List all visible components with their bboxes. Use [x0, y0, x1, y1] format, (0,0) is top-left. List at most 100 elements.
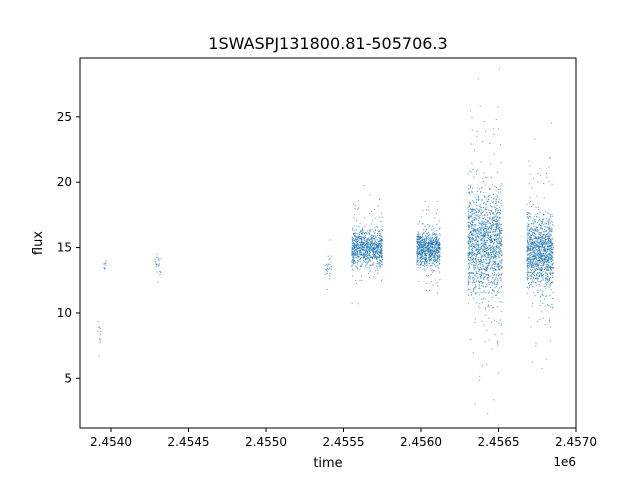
data-point — [488, 195, 490, 197]
data-point — [532, 265, 534, 267]
data-point — [351, 237, 353, 239]
data-point — [497, 245, 499, 247]
data-point — [535, 233, 537, 235]
data-point — [527, 268, 529, 270]
data-point — [357, 241, 359, 243]
data-point — [354, 254, 356, 256]
data-point — [324, 273, 326, 275]
data-point — [367, 239, 369, 241]
data-point — [379, 230, 381, 232]
data-point — [498, 251, 500, 253]
data-point — [468, 260, 470, 262]
data-point — [433, 241, 435, 243]
data-point — [479, 247, 481, 249]
data-point — [417, 252, 419, 254]
data-point — [527, 248, 529, 250]
data-point — [354, 239, 356, 241]
data-point — [526, 229, 528, 231]
data-point — [487, 200, 489, 202]
data-point — [529, 275, 531, 277]
data-point — [487, 267, 489, 269]
data-point — [380, 232, 382, 234]
data-point — [529, 245, 531, 247]
data-point — [422, 257, 424, 259]
data-point — [363, 247, 365, 249]
data-point — [491, 281, 493, 283]
data-point — [473, 176, 475, 178]
data-point — [479, 253, 481, 255]
data-point — [368, 255, 370, 257]
data-point — [492, 224, 494, 226]
data-point — [527, 242, 529, 244]
data-point — [542, 255, 544, 257]
data-point — [530, 272, 532, 274]
data-point — [475, 281, 477, 283]
data-point — [470, 225, 472, 227]
data-point — [538, 234, 540, 236]
data-point — [435, 236, 437, 238]
data-point — [541, 275, 543, 277]
data-point — [365, 232, 367, 234]
data-point — [363, 249, 365, 251]
data-point — [434, 260, 436, 262]
data-point — [421, 261, 423, 263]
data-point — [481, 302, 483, 304]
data-point — [365, 249, 367, 251]
data-point — [477, 209, 479, 211]
data-point — [535, 207, 537, 208]
data-point — [469, 244, 471, 246]
data-point — [419, 249, 421, 251]
data-point — [380, 263, 382, 265]
data-point — [543, 262, 545, 264]
data-point — [541, 368, 543, 370]
data-point — [477, 232, 479, 234]
data-point — [374, 254, 376, 256]
data-point — [352, 244, 354, 246]
data-point — [366, 239, 368, 241]
data-point — [433, 251, 435, 253]
data-point — [529, 271, 531, 273]
data-point — [438, 260, 440, 262]
data-point — [529, 213, 531, 215]
data-point — [430, 250, 432, 252]
data-point — [489, 188, 491, 190]
data-point — [484, 225, 486, 227]
data-point — [439, 244, 441, 246]
data-point — [369, 238, 371, 240]
data-point — [500, 144, 502, 146]
data-point — [486, 198, 487, 200]
data-point — [433, 261, 435, 263]
data-point — [359, 250, 361, 252]
data-point — [436, 239, 438, 241]
data-point — [472, 290, 474, 292]
data-point — [548, 219, 550, 221]
data-point — [541, 255, 543, 257]
data-point — [482, 256, 484, 258]
data-point — [531, 305, 533, 307]
data-point — [542, 253, 544, 255]
data-point — [375, 226, 377, 228]
data-point — [547, 233, 549, 235]
data-point — [104, 262, 106, 264]
data-point — [418, 248, 420, 250]
data-point — [475, 217, 477, 219]
data-point — [544, 285, 546, 287]
data-point — [428, 232, 430, 234]
data-point — [549, 283, 551, 285]
data-point — [527, 278, 529, 280]
data-point — [532, 258, 534, 260]
data-point — [475, 214, 477, 216]
data-point — [550, 220, 552, 222]
data-point — [500, 324, 502, 326]
data-point — [546, 267, 548, 269]
data-point — [545, 236, 547, 238]
data-point — [487, 273, 489, 275]
data-point — [428, 263, 430, 265]
data-point — [420, 245, 422, 247]
data-point — [374, 248, 376, 250]
data-point — [425, 240, 427, 242]
data-point — [477, 230, 479, 232]
data-point — [437, 252, 439, 254]
data-point — [368, 245, 370, 247]
data-point — [549, 248, 551, 250]
